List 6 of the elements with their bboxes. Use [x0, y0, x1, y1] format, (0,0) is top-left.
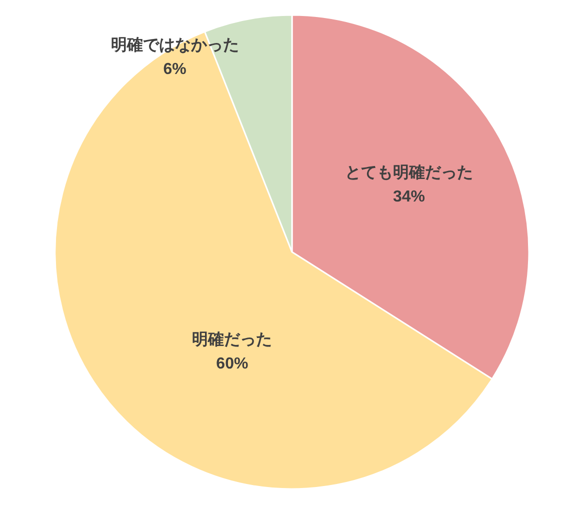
- data-label: 6%: [163, 60, 186, 78]
- slice-label: 明確だった: [192, 330, 272, 349]
- slice-label: とても明確だった: [344, 163, 473, 182]
- slice-label: 明確ではなかった: [110, 36, 239, 54]
- data-label: 60%: [216, 356, 248, 373]
- data-label: 34%: [392, 188, 426, 206]
